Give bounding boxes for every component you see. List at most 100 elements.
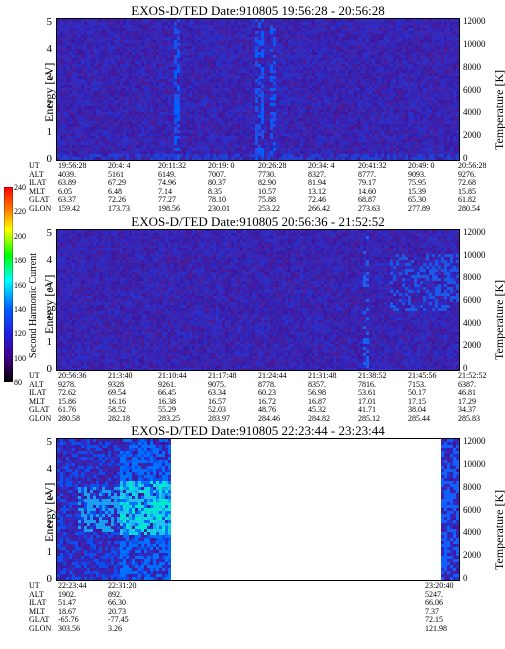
ytick-label: 4 [46,43,53,56]
ephemeris-value: 67.29 [108,178,126,188]
ephemeris-value: 16.38 [158,396,176,406]
ephemeris-value: 8327. [308,169,326,179]
ephemeris-label: MLT [29,396,46,406]
ephemeris-value: 6.48 [108,186,122,196]
ephemeris-value: 21:52:52 [458,371,487,380]
ephemeris-value: 17.29 [458,396,476,406]
ephemeris-value: 16.57 [208,396,226,406]
ephemeris-value: 198.56 [158,204,180,213]
panel2-title: EXOS-D/TED Date:910805 20:56:36 - 21:52:… [131,214,385,229]
ephemeris-value: 9093. [408,169,426,179]
ephemeris-label: GLAT [29,615,50,625]
ephemeris-value: 23:20:40 [425,581,454,590]
ephemeris-value: 48.76 [258,405,276,415]
ephemeris-value: 74.96 [158,178,176,188]
ephemeris-value: 63.89 [58,178,76,188]
ephemeris-value: 14.60 [358,186,376,196]
ephemeris-value: 285.83 [458,414,480,423]
ephemeris-label: GLON [29,414,52,423]
ephemeris-label: ILAT [29,178,47,188]
ephemeris-value: 20:11:32 [158,161,187,170]
ephemeris-value: 5161 [108,169,124,179]
y2tick-label: 8000 [463,272,481,283]
ytick-label: 3 [46,70,53,83]
ephemeris-value: 13.12 [308,186,326,196]
ephemeris-value: 18.67 [58,606,76,616]
ephemeris-value: 9328 [108,379,124,389]
panel3-title: EXOS-D/TED Date:910805 22:23:44 - 23:23:… [131,423,385,438]
ephemeris-value: 20:4: 4 [108,161,131,170]
ephemeris-value: 16.16 [108,396,126,406]
y2tick-label: 10000 [463,458,486,469]
ephemeris-value: 5247. [425,589,443,599]
ephemeris-value: 21:10:44 [158,371,187,380]
y2tick-label: 8000 [463,61,481,72]
ephemeris-value: 8.35 [208,186,222,196]
ephemeris-value: 9261. [158,379,176,389]
ephemeris-value: 8357. [308,379,326,389]
ephemeris-value: 7816. [358,379,376,389]
ephemeris-value: 45.32 [308,405,326,415]
ytick-label: 2 [46,518,53,531]
ephemeris-label: UT [29,371,40,380]
ephemeris-value: 892. [108,589,122,599]
colorbar-tick: 80 [14,378,22,387]
panel1-title: EXOS-D/TED Date:910805 19:56:28 - 20:56:… [131,3,385,18]
ephemeris-value: 72.68 [458,178,476,188]
ephemeris-value: 38.04 [408,405,426,415]
ephemeris-value: 20:34: 4 [308,161,335,170]
ephemeris-value: 303.56 [58,624,80,633]
ephemeris-label: ILAT [29,598,47,608]
ephemeris-value: 7153. [408,379,426,389]
ephemeris-value: 253.22 [258,204,280,213]
ephemeris-label: ILAT [29,388,47,398]
ytick-label: 3 [46,281,53,294]
ephemeris-value: 280.58 [58,414,80,423]
ephemeris-value: 72.62 [58,388,76,398]
colorbar-tick: 140 [14,304,26,314]
colorbar-tick: 180 [14,256,26,266]
ephemeris-value: 7.37 [425,606,439,616]
ephemeris-value: 6149. [158,169,176,179]
y2tick-label: 10000 [463,38,486,49]
panel2-heatmap [56,229,460,371]
y2tick-label: 8000 [463,481,481,492]
ephemeris-value: 68.87 [358,195,376,205]
ephemeris-value: 7730. [258,169,276,179]
ephemeris-value: 19:56:28 [58,161,87,170]
ephemeris-value: 1902. [58,589,76,599]
y2tick-label: 0 [463,573,468,583]
ephemeris-value: 4039. [58,169,76,179]
ephemeris-value: 75.95 [408,178,426,188]
ephemeris-value: 82.90 [258,178,276,188]
ephemeris-value: 10.57 [258,186,276,196]
ephemeris-value: 79.17 [358,178,376,188]
ephemeris-value: 56.98 [308,388,326,398]
heatmap-canvas [57,19,459,160]
y2tick-label: 6000 [463,295,481,305]
ephemeris-value: 9278. [58,379,76,389]
ephemeris-value: 9276. [458,169,476,179]
ephemeris-value: 15.39 [408,186,426,196]
ephemeris-value: 16.72 [258,396,276,406]
ephemeris-value: 66.30 [108,598,126,608]
ephemeris-value: 16.87 [308,396,326,406]
ephemeris-value: 55.29 [158,405,176,415]
ephemeris-value: 20:41:32 [358,161,387,170]
ephemeris-value: 72.15 [425,615,443,625]
ephemeris-value: 21:45:56 [408,371,437,380]
colorbar-tick: 100 [14,353,26,363]
ephemeris-value: 284.46 [258,414,280,423]
ephemeris-value: 7007. [208,169,226,179]
ytick-label: 3 [46,490,53,503]
y2tick-label: 2000 [463,550,481,561]
ephemeris-value: 284.82 [308,414,330,423]
ephemeris-label: GLON [29,204,52,213]
ytick-label: 1 [46,335,53,348]
ephemeris-value: 78.10 [208,195,226,205]
ephemeris-value: 21:3:40 [108,371,133,380]
heatmap-canvas [57,439,459,580]
ephemeris-value: 8778. [258,379,276,389]
colorbar-tick: 220 [14,207,26,217]
ephemeris-value: 65.30 [408,195,426,205]
